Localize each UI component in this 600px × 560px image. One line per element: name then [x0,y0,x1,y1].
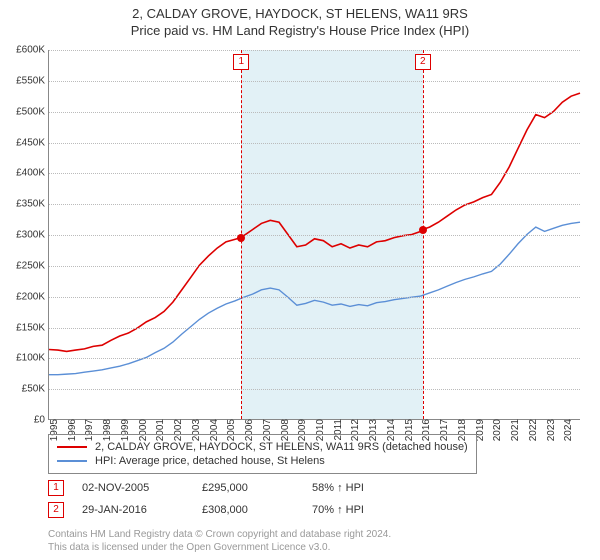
sale-date-1: 02-NOV-2005 [82,482,202,494]
y-gridline [49,81,580,82]
legend: 2, CALDAY GROVE, HAYDOCK, ST HELENS, WA1… [48,434,477,474]
y-gridline [49,235,580,236]
sale-badge-1: 1 [48,480,64,496]
series-hpi [49,222,580,374]
sale-pct-1: 58% ↑ HPI [312,482,432,494]
y-gridline [49,112,580,113]
y-tick-label: £250K [16,260,49,271]
sale-badge-on-chart: 1 [233,54,249,70]
sale-price-2: £308,000 [202,504,312,516]
title-line1: 2, CALDAY GROVE, HAYDOCK, ST HELENS, WA1… [0,6,600,21]
x-tick-label: 2020 [488,419,503,441]
footer-line2: This data is licensed under the Open Gov… [48,541,391,554]
footer-line1: Contains HM Land Registry data © Crown c… [48,528,391,541]
y-gridline [49,143,580,144]
legend-swatch-property [57,446,87,448]
sale-badge-2: 2 [48,502,64,518]
y-tick-label: £150K [16,322,49,333]
series-property [49,93,580,351]
y-gridline [49,266,580,267]
sale-badge-on-chart: 2 [415,54,431,70]
x-tick-label: 2024 [559,419,574,441]
y-gridline [49,389,580,390]
y-tick-label: £300K [16,230,49,241]
y-tick-label: £50K [22,384,49,395]
y-tick-label: £100K [16,353,49,364]
y-tick-label: £450K [16,137,49,148]
y-tick-label: £400K [16,168,49,179]
y-gridline [49,358,580,359]
sale-marker-dot [419,226,427,234]
y-tick-label: £550K [16,75,49,86]
sale-price-1: £295,000 [202,482,312,494]
x-tick-label: 2023 [542,419,557,441]
y-tick-label: £500K [16,106,49,117]
legend-row-hpi: HPI: Average price, detached house, St H… [57,455,468,467]
sale-row-1: 1 02-NOV-2005 £295,000 58% ↑ HPI [48,480,432,496]
sale-row-2: 2 29-JAN-2016 £308,000 70% ↑ HPI [48,502,432,518]
y-tick-label: £350K [16,199,49,210]
sale-vline [423,50,424,419]
y-gridline [49,50,580,51]
x-tick-label: 2021 [506,419,521,441]
y-gridline [49,204,580,205]
footer: Contains HM Land Registry data © Crown c… [48,528,391,554]
chart-plot-area: £0£50K£100K£150K£200K£250K£300K£350K£400… [48,50,580,420]
y-gridline [49,297,580,298]
x-tick-label: 2022 [524,419,539,441]
y-tick-label: £200K [16,291,49,302]
y-tick-label: £600K [16,45,49,56]
legend-row-property: 2, CALDAY GROVE, HAYDOCK, ST HELENS, WA1… [57,441,468,453]
legend-swatch-hpi [57,460,87,462]
sale-pct-2: 70% ↑ HPI [312,504,432,516]
y-gridline [49,328,580,329]
sale-date-2: 29-JAN-2016 [82,504,202,516]
title-line2: Price paid vs. HM Land Registry's House … [0,23,600,38]
chart-title-block: 2, CALDAY GROVE, HAYDOCK, ST HELENS, WA1… [0,0,600,38]
y-gridline [49,173,580,174]
sale-marker-dot [237,234,245,242]
legend-label-hpi: HPI: Average price, detached house, St H… [95,455,325,467]
legend-label-property: 2, CALDAY GROVE, HAYDOCK, ST HELENS, WA1… [95,441,468,453]
